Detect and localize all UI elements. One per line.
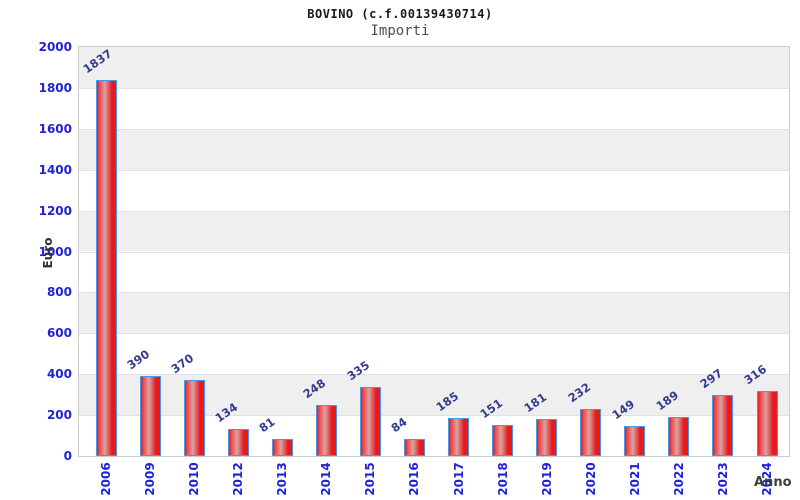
x-axis-tick-label: 2020 xyxy=(583,462,598,496)
bar xyxy=(536,418,558,456)
y-axis-tick-label: 200 xyxy=(46,408,72,423)
bar xyxy=(315,405,337,456)
bar xyxy=(712,395,734,456)
y-axis-tick-label: 1600 xyxy=(38,121,72,136)
x-axis-tick-label: 2012 xyxy=(231,462,246,496)
x-axis-tick-label: 2022 xyxy=(671,462,686,496)
y-axis-tick-label: 1000 xyxy=(38,244,72,259)
x-axis-tick-label: 2013 xyxy=(275,462,290,496)
x-axis-tick-label: 2006 xyxy=(99,462,113,496)
x-axis-tick-label: 2010 xyxy=(187,462,202,496)
plot-background-band xyxy=(79,169,789,211)
y-axis-tick-label: 800 xyxy=(46,285,72,300)
y-axis-tick-label: 600 xyxy=(46,326,72,341)
bar xyxy=(624,425,646,456)
bar xyxy=(580,408,602,456)
bar xyxy=(448,418,470,456)
x-axis-tick-label: 2017 xyxy=(451,462,466,496)
chart-subtitle: Importi xyxy=(370,23,430,39)
gridline xyxy=(79,252,789,253)
plot-background-band xyxy=(79,47,789,88)
bar xyxy=(227,428,249,456)
x-axis-tick-label: 2019 xyxy=(539,462,554,496)
y-axis-tick-label: 2000 xyxy=(38,40,72,54)
bar xyxy=(492,425,514,456)
y-axis-title: Euro xyxy=(41,237,55,269)
bar xyxy=(756,391,778,456)
x-axis-tick-label: 2016 xyxy=(407,462,422,496)
plot-background-band xyxy=(79,210,789,252)
y-axis-tick-label: 400 xyxy=(46,367,72,382)
x-axis-tick-label: 2021 xyxy=(627,462,642,496)
y-axis-tick-label: 1800 xyxy=(38,80,72,95)
gridline xyxy=(79,415,789,416)
gridline xyxy=(79,88,789,89)
bar xyxy=(183,380,205,456)
gridline xyxy=(79,129,789,130)
x-axis-tick-label: 2023 xyxy=(715,462,730,496)
gridline xyxy=(79,292,789,293)
gridline xyxy=(79,211,789,212)
bar xyxy=(668,417,690,456)
x-axis-tick-label: 2018 xyxy=(495,462,510,496)
y-axis-tick-label: 0 xyxy=(63,449,72,463)
plot-background-band xyxy=(79,292,789,334)
bar xyxy=(139,376,161,456)
bar xyxy=(359,387,381,456)
gridline xyxy=(79,170,789,171)
y-axis-tick-label: 1400 xyxy=(38,162,72,177)
bar xyxy=(271,439,293,456)
x-axis-tick-label: 2009 xyxy=(143,462,158,496)
bar xyxy=(403,438,425,456)
x-axis-title: Anno xyxy=(754,475,792,490)
gridline xyxy=(79,333,789,334)
gridline xyxy=(79,374,789,375)
plot-background-band xyxy=(79,128,789,170)
plot-background-band xyxy=(79,333,789,375)
chart-title: BOVINO (c.f.00139430714) xyxy=(307,7,493,21)
x-axis-tick-label: 2015 xyxy=(363,462,378,496)
plot-background-band xyxy=(79,87,789,129)
x-axis-tick-label: 2014 xyxy=(319,462,334,496)
y-axis-tick-label: 1200 xyxy=(38,203,72,218)
bar xyxy=(95,80,117,456)
plot-background-band xyxy=(79,251,789,293)
